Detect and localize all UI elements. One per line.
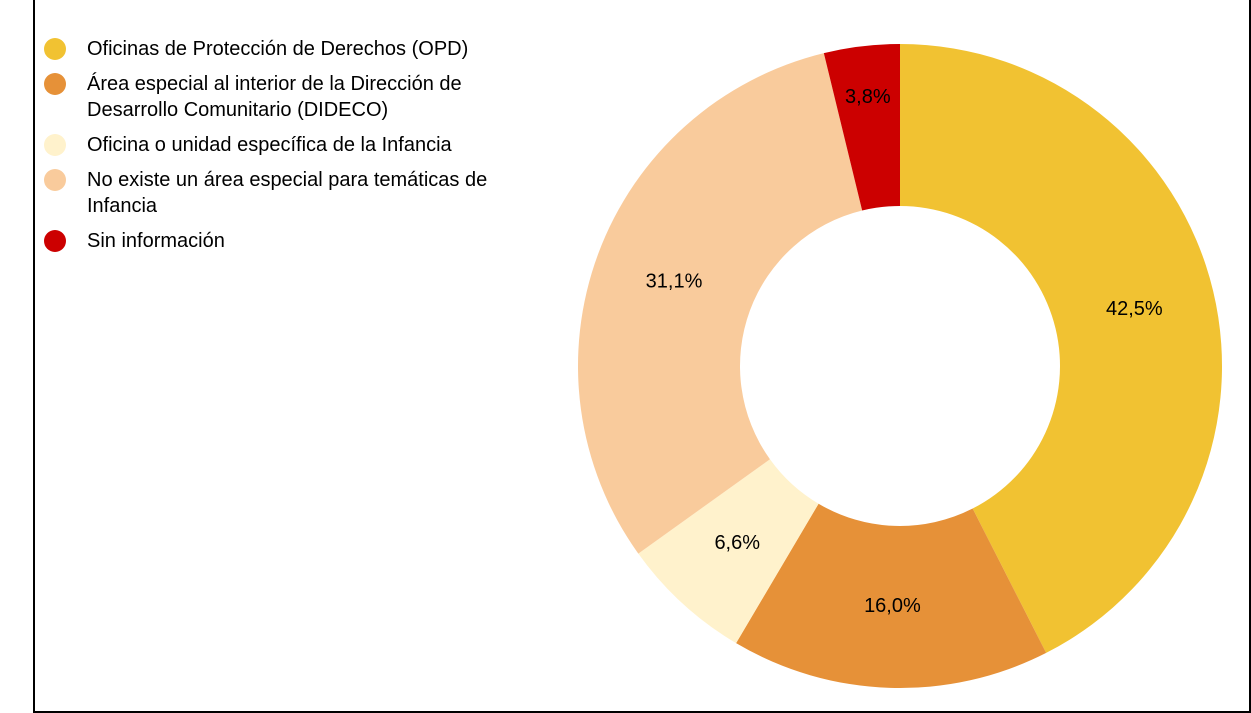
legend-label: Oficinas de Protección de Derechos (OPD) — [87, 38, 469, 60]
chart-frame — [33, 0, 1251, 713]
legend-label: Oficina o unidad específica de la Infanc… — [87, 134, 452, 156]
legend-swatch — [44, 169, 66, 191]
data-label: 16,0% — [864, 595, 921, 617]
legend-label: No existe un área especial para temática… — [87, 169, 488, 217]
legend-swatch — [44, 134, 66, 156]
legend-swatch — [44, 230, 66, 252]
legend-swatch — [44, 38, 66, 60]
donut-slice — [638, 459, 819, 644]
donut-slice — [823, 44, 900, 211]
donut-slice — [736, 503, 1047, 688]
legend-swatch — [44, 73, 66, 95]
legend: Oficinas de Protección de Derechos (OPD)… — [44, 36, 514, 263]
legend-item: Oficina o unidad específica de la Infanc… — [44, 132, 514, 158]
donut-slice — [900, 44, 1222, 653]
data-label: 42,5% — [1106, 298, 1163, 320]
legend-item: Sin información — [44, 228, 514, 254]
data-label: 6,6% — [714, 532, 760, 554]
data-label: 31,1% — [646, 271, 703, 293]
legend-item: No existe un área especial para temática… — [44, 167, 514, 219]
legend-label: Sin información — [87, 230, 225, 252]
legend-label: Área especial al interior de la Direcció… — [87, 73, 462, 121]
legend-item: Oficinas de Protección de Derechos (OPD) — [44, 36, 514, 62]
data-label: 3,8% — [845, 86, 891, 108]
donut-slice — [578, 53, 863, 554]
legend-item: Área especial al interior de la Direcció… — [44, 71, 514, 123]
